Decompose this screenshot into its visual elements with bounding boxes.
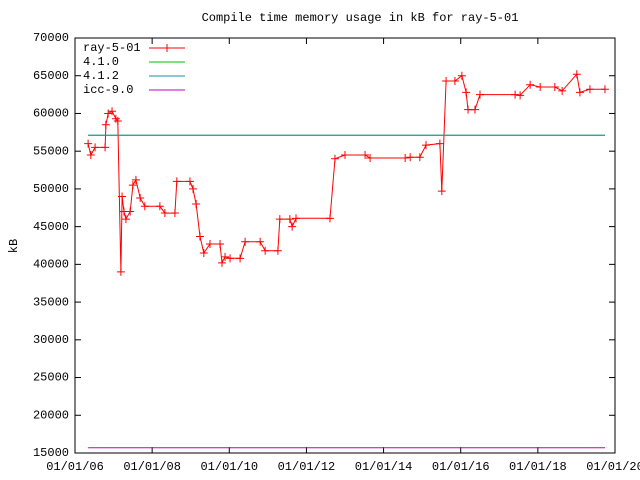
y-tick-label: 60000	[33, 107, 69, 121]
point-marker	[422, 141, 430, 150]
point-marker	[292, 214, 301, 223]
point-marker	[116, 267, 125, 276]
point-marker	[330, 154, 339, 163]
point-marker	[511, 90, 520, 99]
point-marker	[256, 237, 265, 246]
y-axis-label: kB	[7, 239, 21, 253]
point-marker	[236, 254, 245, 263]
x-tick-label: 01/01/10	[200, 460, 258, 474]
point-marker	[155, 202, 164, 211]
point-marker	[101, 143, 110, 152]
y-tick-label: 25000	[33, 371, 69, 385]
y-tick-label: 50000	[33, 182, 69, 196]
plot-border	[74, 37, 616, 454]
point-marker	[273, 246, 282, 255]
point-marker	[216, 239, 225, 248]
y-tick-label: 30000	[33, 333, 69, 347]
legend-label: 4.1.2	[83, 69, 119, 83]
y-tick-label: 55000	[33, 144, 69, 158]
point-marker	[185, 177, 194, 186]
legend-marker	[163, 44, 171, 52]
point-marker	[170, 209, 179, 218]
y-tick-label: 40000	[33, 258, 69, 272]
point-marker	[104, 109, 113, 118]
point-marker	[226, 254, 235, 263]
point-marker	[536, 83, 545, 92]
point-marker	[470, 105, 479, 114]
point-marker	[450, 77, 459, 86]
point-marker	[585, 85, 594, 94]
point-marker	[325, 214, 334, 223]
point-marker	[91, 143, 100, 152]
x-tick-label: 01/01/14	[355, 460, 413, 474]
point-marker	[199, 249, 208, 258]
legend-label: 4.1.0	[83, 55, 119, 69]
point-marker	[84, 139, 93, 148]
point-marker	[457, 71, 466, 80]
point-marker	[172, 177, 181, 186]
point-marker	[189, 184, 198, 193]
point-marker	[108, 107, 117, 116]
point-marker	[118, 192, 127, 201]
point-marker	[415, 153, 424, 162]
point-marker	[121, 215, 130, 224]
point-marker	[476, 90, 484, 99]
y-tick-label: 70000	[33, 31, 69, 45]
point-marker	[261, 246, 270, 255]
legend-label: icc-9.0	[83, 83, 133, 97]
point-marker	[558, 86, 567, 95]
point-marker	[192, 200, 201, 208]
point-marker	[575, 88, 584, 97]
point-marker	[160, 209, 169, 218]
legend-label: ray-5-01	[83, 41, 141, 55]
series-line	[87, 73, 605, 272]
point-marker	[101, 120, 110, 129]
point-marker	[406, 153, 415, 162]
point-marker	[464, 105, 473, 114]
point-marker	[111, 114, 120, 123]
point-marker	[131, 175, 140, 184]
point-marker	[241, 237, 250, 246]
point-marker	[113, 117, 122, 125]
point-marker	[206, 239, 214, 248]
point-marker	[600, 85, 609, 94]
point-marker	[136, 193, 145, 202]
chart-title: Compile time memory usage in kB for ray-…	[202, 11, 519, 25]
x-tick-label: 01/01/12	[278, 460, 336, 474]
point-marker	[217, 258, 226, 267]
y-tick-label: 35000	[33, 295, 69, 309]
point-marker	[285, 215, 294, 224]
y-tick-label: 20000	[33, 408, 69, 422]
point-marker	[341, 150, 349, 159]
point-marker	[275, 215, 284, 224]
point-marker	[128, 181, 137, 190]
point-marker	[140, 202, 149, 211]
point-marker	[126, 207, 135, 216]
x-tick-label: 01/01/08	[123, 460, 181, 474]
point-marker	[361, 150, 370, 159]
point-marker	[221, 252, 230, 261]
point-marker	[401, 153, 410, 162]
x-tick-label: 01/01/20	[586, 460, 640, 474]
y-tick-label: 45000	[33, 220, 69, 234]
x-tick-label: 01/01/16	[432, 460, 490, 474]
point-marker	[437, 187, 446, 196]
point-marker	[288, 222, 297, 231]
point-marker	[86, 150, 95, 159]
x-tick-label: 01/01/06	[46, 460, 104, 474]
y-tick-label: 15000	[33, 446, 69, 460]
point-marker	[516, 91, 525, 100]
y-tick-label: 65000	[33, 69, 69, 83]
point-marker	[550, 83, 559, 92]
x-tick-label: 01/01/18	[509, 460, 567, 474]
point-marker	[462, 88, 471, 97]
point-marker	[442, 77, 451, 86]
point-marker	[435, 139, 444, 148]
point-marker	[366, 153, 375, 162]
point-marker	[526, 80, 535, 89]
point-marker	[195, 232, 204, 241]
point-marker	[572, 70, 581, 79]
